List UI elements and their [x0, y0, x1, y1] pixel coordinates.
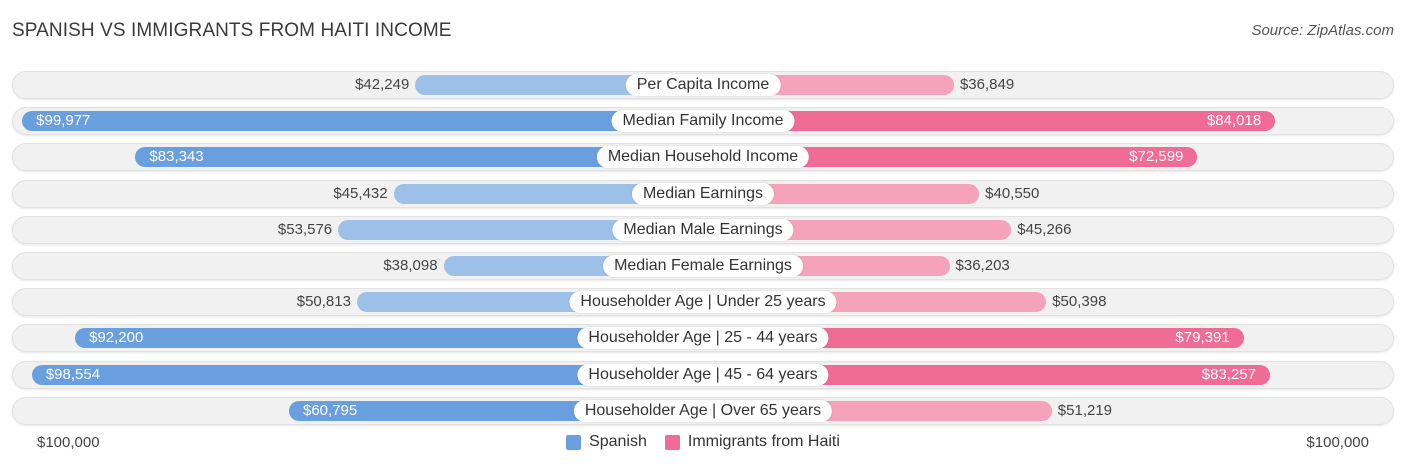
value-label-haiti: $72,599 [1129, 148, 1184, 166]
chart-row: $45,432 $40,550 Median Earnings [12, 179, 1394, 208]
value-label-haiti: $45,266 [1017, 220, 1072, 238]
legend-label-haiti: Immigrants from Haiti [687, 433, 840, 450]
category-label: Median Female Earnings [603, 255, 803, 277]
value-label-spanish: $92,200 [89, 329, 144, 347]
value-label-haiti: $79,391 [1175, 329, 1230, 347]
chart-row: $42,249 $36,849 Per Capita Income [12, 71, 1394, 99]
legend: Spanish Immigrants from Haiti [0, 433, 1406, 451]
chart-row: $83,343 $72,599 Median Household Income [12, 143, 1394, 172]
legend-item-haiti: Immigrants from Haiti [664, 433, 840, 451]
value-label-spanish: $53,576 [277, 220, 333, 238]
category-label: Median Earnings [631, 182, 775, 205]
value-label-spanish: $99,977 [36, 112, 91, 130]
bar-spanish [31, 364, 703, 385]
bar-spanish [135, 147, 703, 168]
chart-row: $98,554 $83,257 Householder Age | 45 - 64 … [12, 360, 1394, 389]
value-label-spanish: $42,249 [355, 76, 410, 93]
value-label-haiti: $83,257 [1201, 365, 1256, 383]
category-label: Per Capita Income [625, 74, 781, 96]
value-label-haiti: $36,203 [955, 257, 1010, 274]
category-label: Median Household Income [596, 146, 810, 169]
legend-label-spanish: Spanish [589, 433, 647, 450]
chart-row: $99,977 $84,018 Median Family Income [12, 107, 1394, 136]
value-label-haiti: $36,849 [959, 76, 1015, 93]
chart-row: $60,795 $51,219 Householder Age | Over 65 … [12, 396, 1394, 425]
category-label: Householder Age | Under 25 years [569, 291, 837, 314]
category-label: Median Family Income [611, 110, 795, 133]
chart-title: SPANISH VS IMMIGRANTS FROM HAITI INCOME [12, 20, 452, 41]
bar-haiti [703, 328, 1244, 349]
bar-haiti [703, 111, 1276, 132]
bar-spanish [75, 328, 703, 349]
value-label-haiti: $84,018 [1206, 112, 1262, 130]
chart-row: $53,576 $45,266 Median Male Earnings [12, 215, 1394, 244]
value-label-spanish: $60,795 [302, 401, 358, 419]
bar-haiti [703, 147, 1198, 168]
legend-item-spanish: Spanish [566, 433, 647, 451]
category-label: Median Male Earnings [612, 218, 794, 241]
category-label: Householder Age | 45 - 64 years [577, 363, 829, 386]
category-label: Householder Age | Over 65 years [573, 399, 833, 422]
bar-spanish [22, 111, 703, 132]
source-note: Source: ZipAtlas.com [1251, 22, 1394, 39]
value-label-haiti: $51,219 [1057, 401, 1113, 419]
value-label-haiti: $50,398 [1052, 293, 1107, 311]
chart-row: $38,098 $36,203 Median Female Earnings [12, 252, 1394, 280]
value-label-haiti: $40,550 [985, 184, 1040, 202]
bar-haiti [703, 364, 1270, 385]
legend-swatch-spanish [566, 434, 582, 450]
chart-row: $50,813 $50,398 Householder Age | Under 25… [12, 288, 1394, 317]
value-label-spanish: $38,098 [383, 257, 438, 274]
value-label-spanish: $45,432 [333, 184, 388, 202]
bar-spanish [393, 183, 703, 204]
value-label-spanish: $50,813 [296, 293, 351, 311]
value-label-spanish: $83,343 [149, 148, 204, 166]
value-label-spanish: $98,554 [45, 365, 101, 383]
axis-label-right: $100,000 [1306, 434, 1369, 451]
bar-spanish [338, 219, 703, 240]
chart-area: $42,249 $36,849 Per Capita Income $99,977 $8… [12, 71, 1394, 431]
legend-swatch-haiti [664, 434, 680, 450]
category-label: Householder Age | 25 - 44 years [577, 327, 829, 350]
axis-label-left: $100,000 [37, 434, 100, 451]
chart-row: $92,200 $79,391 Householder Age | 25 - 44 … [12, 324, 1394, 353]
